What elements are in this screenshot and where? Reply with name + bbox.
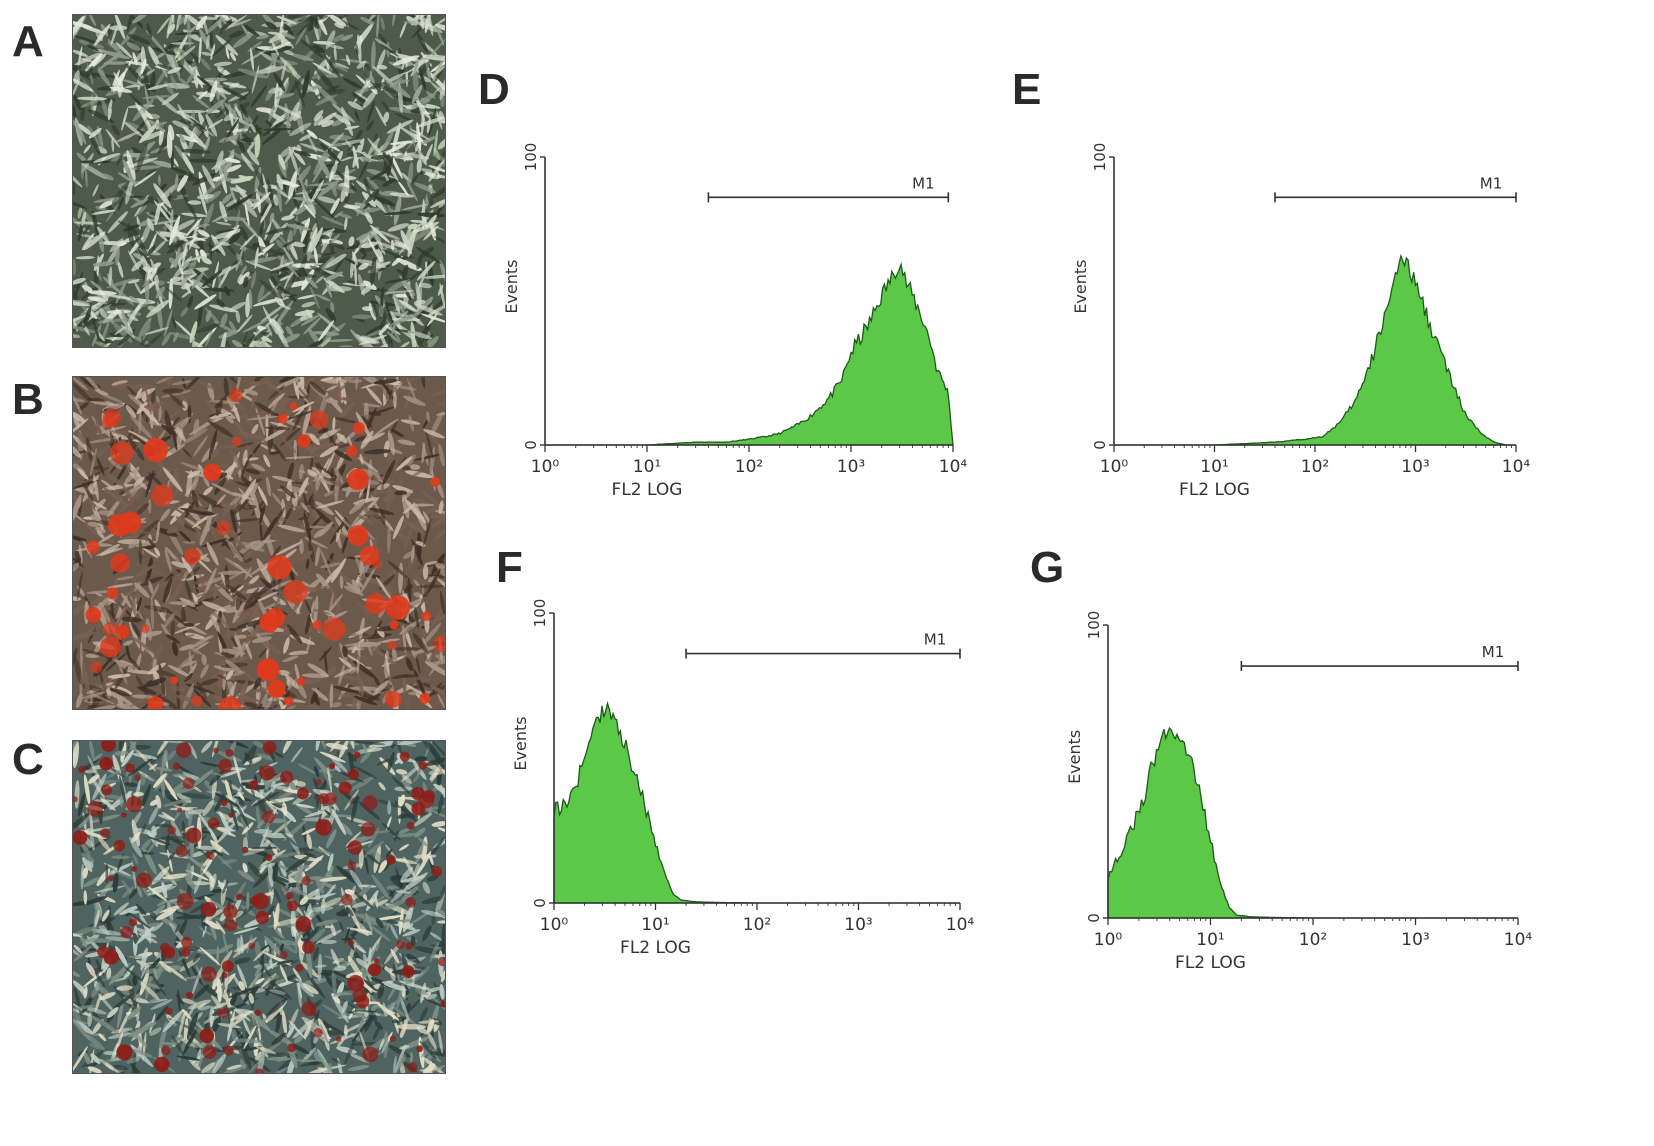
x-tick-label: 10⁰ [1094, 930, 1123, 950]
m1-marker-label: M1 [1482, 643, 1505, 661]
x-tick-label: 10⁰ [540, 915, 569, 935]
y-tick-label: 100 [1085, 611, 1103, 640]
panel-label-a: A [12, 17, 44, 66]
y-axis-title: Events [502, 260, 521, 314]
x-tick-label: 10³ [1401, 930, 1429, 950]
x-tick-label: 10¹ [1196, 930, 1224, 950]
panel-label-g: G [1030, 543, 1065, 592]
x-tick-label: 10³ [837, 457, 865, 477]
x-tick-label: 10⁴ [1504, 930, 1533, 950]
y-tick-label: 0 [522, 440, 540, 450]
x-axis-title: FL2 LOG [612, 480, 683, 500]
photo-panel-b [72, 376, 446, 710]
x-tick-label: 10⁴ [946, 915, 975, 935]
x-axis-title: FL2 LOG [1175, 953, 1246, 973]
y-tick-label: 0 [1085, 913, 1103, 923]
y-tick-label: 0 [1091, 440, 1109, 450]
y-axis-title: Events [1071, 260, 1090, 314]
photo-b-image [73, 377, 445, 709]
photo-panel-a [72, 14, 446, 348]
photo-c-image [73, 741, 445, 1073]
panel-label-b: B [12, 375, 44, 424]
histogram-area [553, 700, 960, 904]
x-axis-title: FL2 LOG [620, 938, 691, 958]
histogram-g: 10⁰ 10¹ 10² 10³ 10⁴ 0 100 FL2 LOG Events M1 [1044, 611, 1564, 973]
x-tick-label: 10⁴ [939, 457, 968, 477]
y-axis-title: Events [1065, 730, 1084, 784]
x-tick-label: 10³ [1401, 457, 1429, 477]
photo-a-image [73, 15, 445, 347]
x-tick-label: 10² [743, 915, 771, 935]
panel-label-f: F [496, 543, 523, 592]
x-tick-label: 10¹ [633, 457, 661, 477]
photo-panel-c [72, 740, 446, 1074]
histogram-area [1107, 726, 1518, 919]
y-axis-title: Events [511, 716, 530, 770]
y-tick-label: 100 [531, 599, 549, 628]
y-tick-label: 100 [1091, 143, 1109, 172]
x-tick-label: 10³ [844, 915, 872, 935]
panel-label-d: D [478, 65, 510, 114]
histogram-area [545, 261, 954, 446]
m1-marker-label: M1 [912, 174, 935, 192]
panel-label-e: E [1012, 65, 1042, 114]
x-tick-label: 10¹ [641, 915, 669, 935]
histogram-area [1114, 253, 1516, 446]
x-tick-label: 10¹ [1200, 457, 1228, 477]
x-tick-label: 10² [1301, 457, 1329, 477]
x-tick-label: 10⁰ [1100, 457, 1129, 477]
histogram-e: 10⁰ 10¹ 10² 10³ 10⁴ 0 100 FL2 LOG Events M1 [1048, 140, 1568, 500]
y-tick-label: 0 [531, 898, 549, 908]
panel-label-c: C [12, 735, 44, 784]
x-tick-label: 10² [735, 457, 763, 477]
histogram-d: 10⁰ 10¹ 10² 10³ 10⁴ 0 100 FL2 LOG Events M1 [480, 140, 1000, 500]
x-axis-title: FL2 LOG [1179, 480, 1250, 500]
histogram-f: 10⁰ 10¹ 10² 10³ 10⁴ 0 100 FL2 LOG Events M1 [490, 599, 1010, 960]
m1-marker-label: M1 [1480, 174, 1503, 192]
x-tick-label: 10⁰ [531, 457, 560, 477]
m1-marker-label: M1 [924, 631, 947, 649]
x-tick-label: 10⁴ [1502, 457, 1531, 477]
x-tick-label: 10² [1299, 930, 1327, 950]
y-tick-label: 100 [522, 143, 540, 172]
